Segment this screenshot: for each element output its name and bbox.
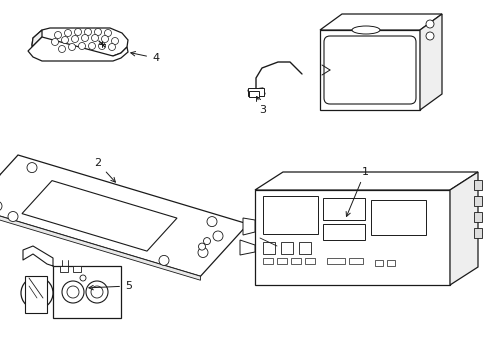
Circle shape [59,45,65,53]
Polygon shape [243,218,254,235]
Polygon shape [0,155,247,276]
Circle shape [98,42,105,50]
Circle shape [84,28,91,36]
Circle shape [94,28,102,36]
Polygon shape [240,240,254,255]
Bar [263,242,274,254]
Polygon shape [319,14,441,30]
Bar [348,258,362,264]
Circle shape [91,35,98,41]
Circle shape [203,238,210,244]
Circle shape [80,275,86,281]
Bar [305,258,314,264]
Bar [473,180,481,190]
Bar [248,91,259,97]
Circle shape [79,42,85,50]
Circle shape [198,243,205,250]
Circle shape [21,277,53,309]
Polygon shape [247,88,264,97]
Bar [276,258,286,264]
Bar [473,228,481,238]
Bar [374,260,382,266]
Bar [247,88,264,96]
Bar [473,196,481,206]
Bar [281,242,292,254]
Bar [60,266,68,272]
Circle shape [108,44,115,50]
Circle shape [425,20,433,28]
Circle shape [8,212,18,221]
Circle shape [86,281,108,303]
Circle shape [61,36,68,44]
Circle shape [159,255,169,265]
Bar [53,266,121,318]
Circle shape [0,201,2,211]
Polygon shape [419,14,441,110]
Polygon shape [32,28,128,56]
Circle shape [425,32,433,40]
Polygon shape [32,30,42,52]
Circle shape [213,231,223,241]
Text: 5: 5 [89,281,132,291]
Circle shape [51,39,59,45]
Bar [370,200,425,235]
Circle shape [81,35,88,41]
Bar [263,196,317,234]
Ellipse shape [351,26,379,34]
Circle shape [111,37,118,45]
Text: 3: 3 [256,96,266,115]
Bar [326,258,345,264]
Circle shape [54,32,61,39]
Polygon shape [22,181,177,251]
Text: 1: 1 [346,167,368,216]
Bar [323,224,364,240]
Bar [290,258,301,264]
Bar [254,190,449,285]
Bar [386,260,394,266]
Circle shape [198,248,207,257]
Circle shape [206,217,217,226]
Circle shape [62,281,84,303]
FancyBboxPatch shape [324,36,415,104]
Bar [323,198,364,220]
Text: 2: 2 [94,158,115,182]
Bar [298,242,310,254]
Circle shape [104,30,111,36]
Bar [263,258,272,264]
Circle shape [102,36,108,42]
Circle shape [88,42,95,50]
Polygon shape [28,37,128,61]
Circle shape [71,36,79,42]
Circle shape [64,30,71,36]
Circle shape [29,285,45,301]
Polygon shape [254,172,477,190]
Circle shape [91,286,103,298]
Text: 4: 4 [130,51,159,63]
Circle shape [67,286,79,298]
Circle shape [27,163,37,172]
Circle shape [68,44,75,50]
Bar [473,212,481,222]
Polygon shape [0,207,200,280]
Bar [319,30,419,110]
Circle shape [74,28,81,36]
Bar [73,266,81,272]
Polygon shape [449,172,477,285]
Polygon shape [25,276,47,313]
